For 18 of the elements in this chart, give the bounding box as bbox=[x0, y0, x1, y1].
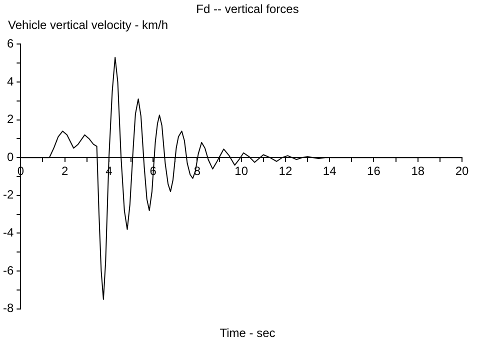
x-tick-label: 12 bbox=[278, 164, 292, 178]
y-tick-label: 2 bbox=[6, 112, 14, 126]
chart-title: Fd -- vertical forces bbox=[195, 2, 300, 16]
x-tick-label: 18 bbox=[411, 164, 425, 178]
y-axis-title: Vehicle vertical velocity - km/h bbox=[8, 18, 168, 32]
y-tick-label: -2 bbox=[3, 188, 14, 202]
y-tick-label: 4 bbox=[6, 74, 14, 88]
y-tick-label: -8 bbox=[3, 301, 14, 316]
x-tick-label: 10 bbox=[234, 164, 248, 178]
x-tick-label: 2 bbox=[61, 164, 68, 178]
x-tick-label: 16 bbox=[367, 164, 381, 178]
y-tick-label: -4 bbox=[3, 226, 14, 240]
y-tick-label: -6 bbox=[3, 263, 14, 278]
x-tick-label: 14 bbox=[322, 164, 337, 178]
x-axis-title: Time - sec bbox=[218, 326, 276, 340]
y-tick-label: 6 bbox=[6, 36, 14, 51]
x-tick-label: 20 bbox=[455, 164, 469, 178]
y-tick-label: 0 bbox=[6, 150, 14, 164]
